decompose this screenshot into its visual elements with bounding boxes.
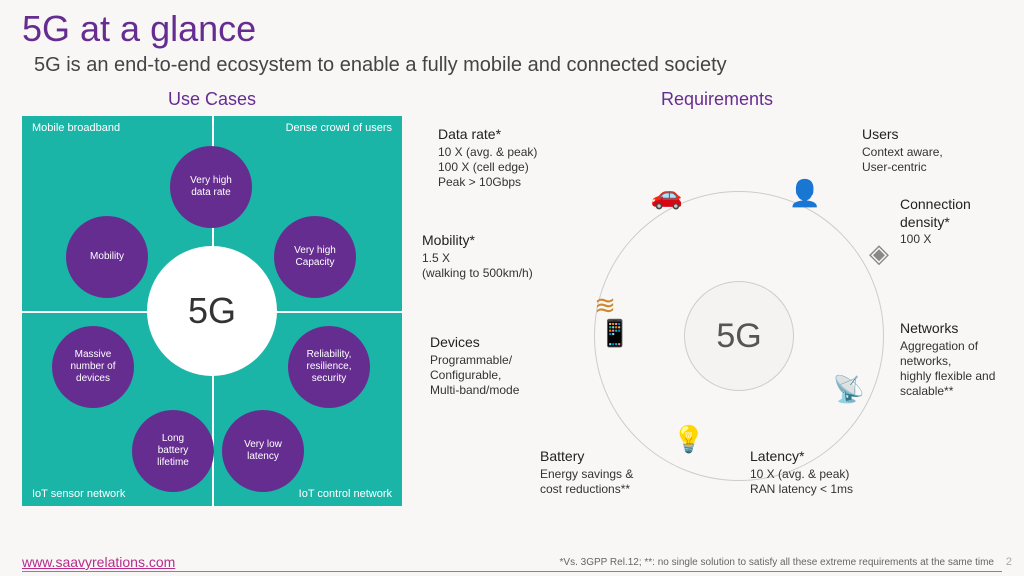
requirement-title: Data rate*: [438, 126, 537, 144]
requirements-diagram: 5G Data rate*10 X (avg. & peak) 100 X (c…: [422, 116, 1012, 516]
requirement-body: Context aware, User-centric: [862, 145, 943, 175]
polyhedron-icon: ◈: [862, 236, 896, 270]
use-case-petal: Massive number of devices: [52, 326, 134, 408]
tower-icon: 📡: [832, 372, 866, 406]
requirement-body: Programmable/ Configurable, Multi-band/m…: [430, 353, 519, 398]
requirement-item: Mobility*1.5 X (walking to 500km/h): [422, 232, 533, 281]
use-cases-diagram: Mobile broadband Dense crowd of users Io…: [22, 116, 402, 506]
requirement-title: Connection density*: [900, 196, 971, 231]
requirement-item: NetworksAggregation of networks, highly …: [900, 320, 995, 399]
corner-label-tl: Mobile broadband: [32, 122, 120, 134]
use-cases-center-label: 5G: [147, 246, 277, 376]
requirement-item: UsersContext aware, User-centric: [862, 126, 943, 175]
page-subtitle: 5G is an end-to-end ecosystem to enable …: [0, 50, 1024, 77]
corner-label-tr: Dense crowd of users: [286, 122, 392, 134]
requirement-title: Latency*: [750, 448, 853, 466]
page-title: 5G at a glance: [0, 0, 1024, 50]
page-number: 2: [1006, 556, 1012, 568]
requirements-heading: Requirements: [422, 89, 1012, 110]
car-icon: 🚗: [650, 178, 684, 212]
corner-label-bl: IoT sensor network: [32, 488, 125, 500]
footnote: *Vs. 3GPP Rel.12; **: no single solution…: [560, 557, 994, 568]
requirements-center-label: 5G: [684, 281, 794, 391]
use-case-petal: Very low latency: [222, 410, 304, 492]
use-case-petal: Mobility: [66, 216, 148, 298]
requirement-item: Connection density*100 X: [900, 196, 971, 247]
use-cases-column: Use Cases Mobile broadband Dense crowd o…: [22, 89, 402, 516]
requirement-item: Latency*10 X (avg. & peak) RAN latency <…: [750, 448, 853, 497]
requirement-body: 1.5 X (walking to 500km/h): [422, 251, 533, 281]
footer-link[interactable]: www.saavyrelations.com: [22, 554, 175, 570]
requirement-item: Data rate*10 X (avg. & peak) 100 X (cell…: [438, 126, 537, 190]
requirement-title: Networks: [900, 320, 995, 338]
requirement-title: Battery: [540, 448, 633, 466]
requirement-body: Energy savings & cost reductions**: [540, 467, 633, 497]
requirement-item: BatteryEnergy savings & cost reductions*…: [540, 448, 633, 497]
requirement-title: Users: [862, 126, 943, 144]
requirement-title: Devices: [430, 334, 519, 352]
corner-label-br: IoT control network: [299, 488, 392, 500]
requirement-item: DevicesProgrammable/ Configurable, Multi…: [430, 334, 519, 398]
use-case-petal: Reliability, resilience, security: [288, 326, 370, 408]
requirement-body: 10 X (avg. & peak) 100 X (cell edge) Pea…: [438, 145, 537, 190]
requirement-title: Mobility*: [422, 232, 533, 250]
use-case-petal: Very high data rate: [170, 146, 252, 228]
requirement-body: 100 X: [900, 232, 971, 247]
use-case-petal: Long battery lifetime: [132, 410, 214, 492]
bulb-icon: 💡: [672, 422, 706, 456]
use-case-petal: Very high Capacity: [274, 216, 356, 298]
requirement-body: Aggregation of networks, highly flexible…: [900, 339, 995, 399]
use-cases-heading: Use Cases: [22, 89, 402, 110]
wifi-icon: ≋: [588, 288, 622, 322]
requirements-column: Requirements 5G Data rate*10 X (avg. & p…: [422, 89, 1012, 516]
footer-divider: [22, 571, 1002, 572]
person-icon: 👤: [788, 176, 822, 210]
requirement-body: 10 X (avg. & peak) RAN latency < 1ms: [750, 467, 853, 497]
